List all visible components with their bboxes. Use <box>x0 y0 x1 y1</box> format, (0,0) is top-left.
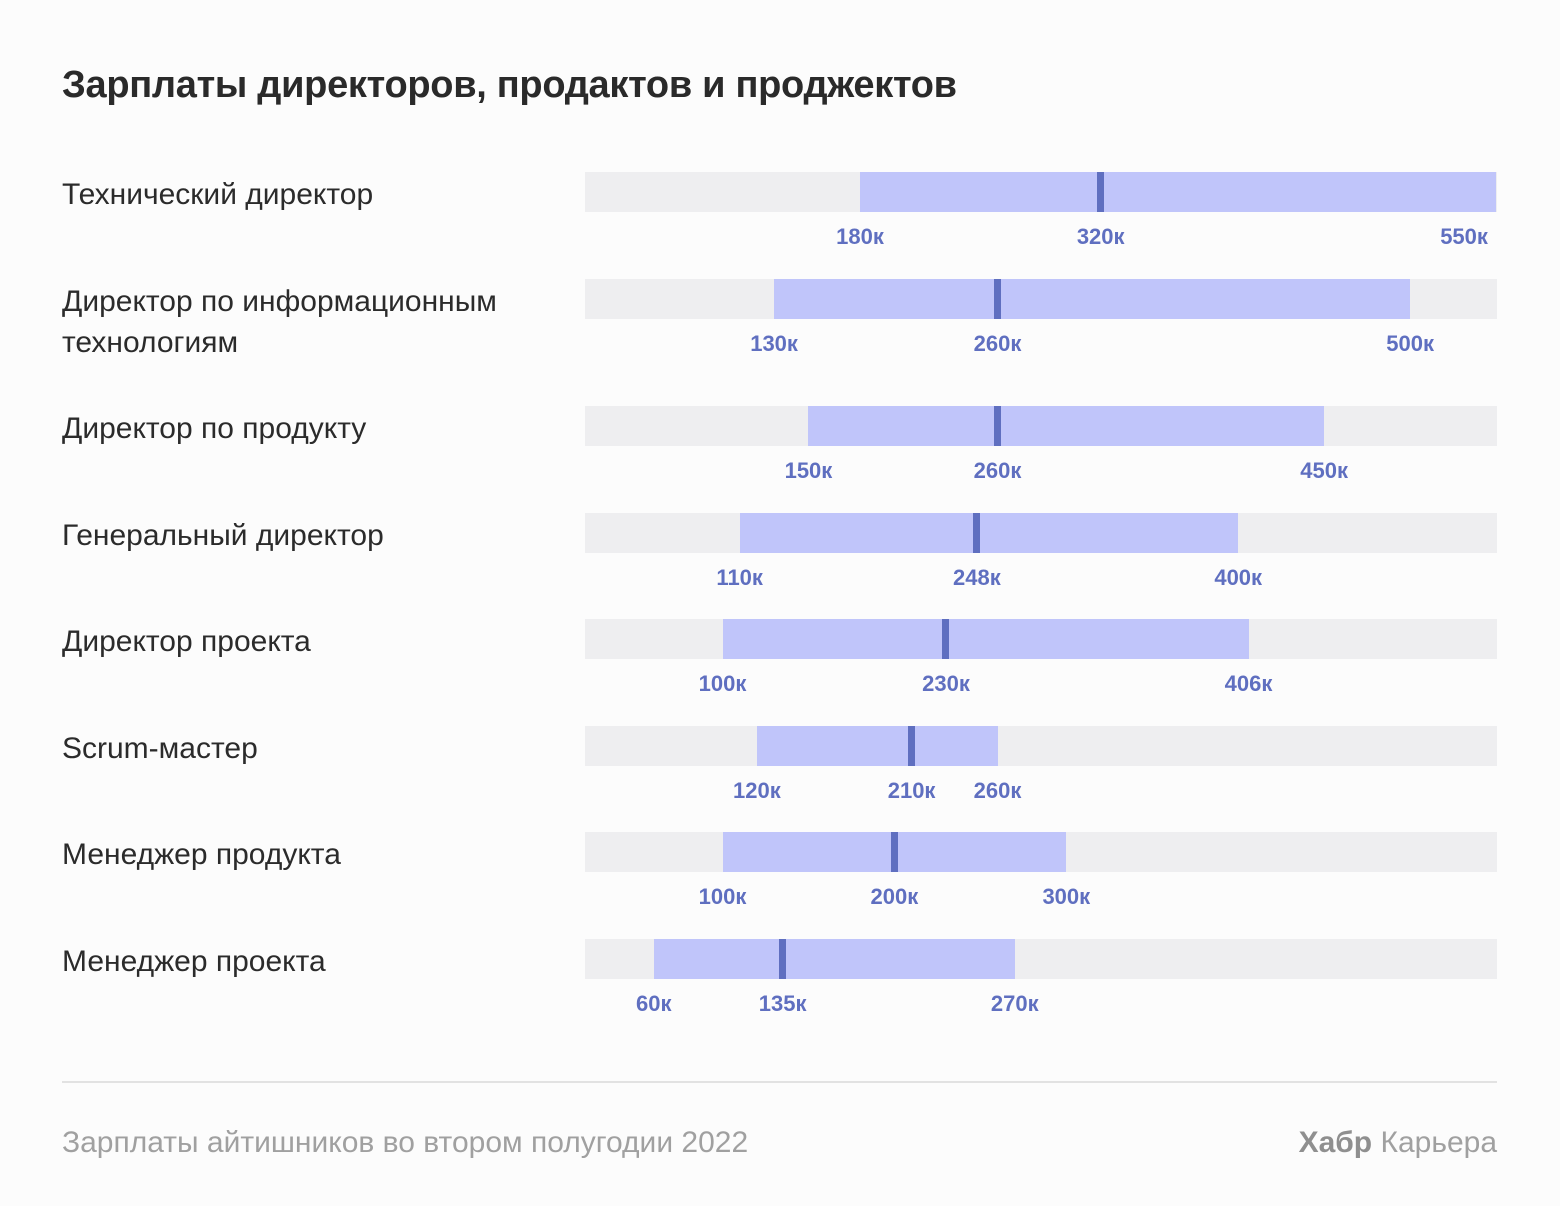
row-label: Технический директор <box>62 178 374 211</box>
max-label: 270к <box>990 991 1039 1016</box>
row-label: Менеджер проекта <box>62 945 326 978</box>
row-label: Директор по продукту <box>62 412 367 445</box>
median-marker <box>1097 172 1105 212</box>
max-label: 550к <box>1440 224 1488 249</box>
median-marker <box>908 726 916 766</box>
min-label: 100к <box>698 884 747 909</box>
median-label: 210к <box>887 778 936 803</box>
row-label: Директор проекта <box>62 625 311 658</box>
brand-rest: Карьера <box>1380 1126 1497 1159</box>
range-bar <box>808 406 1325 446</box>
max-label: 260к <box>973 778 1022 803</box>
min-label: 110к <box>716 565 763 590</box>
median-marker <box>779 939 787 979</box>
track <box>585 726 1497 766</box>
footer-divider <box>62 1081 1497 1083</box>
row-label: Генеральный директор <box>62 519 384 552</box>
row-label: Директор по информационным технологиям <box>62 285 497 359</box>
min-label: 180к <box>836 224 884 249</box>
median-label: 320к <box>1076 224 1125 249</box>
chart-title: Зарплаты директоров, продактов и проджек… <box>62 64 957 106</box>
range-bar <box>739 513 1239 553</box>
median-marker <box>973 513 981 553</box>
min-label: 130к <box>750 331 798 356</box>
min-label: 100к <box>698 671 747 696</box>
median-label: 260к <box>973 458 1022 483</box>
max-label: 400к <box>1214 565 1263 590</box>
median-label: 248к <box>953 565 1001 590</box>
median-marker <box>890 832 898 872</box>
row-label: Менеджер продукта <box>62 838 341 871</box>
median-label: 230к <box>922 671 970 696</box>
min-label: 60к <box>635 991 672 1016</box>
min-label: 120к <box>733 778 781 803</box>
median-marker <box>994 406 1002 446</box>
range-bar <box>722 619 1249 659</box>
brand-bold: Хабр <box>1298 1126 1373 1159</box>
max-label: 300к <box>1042 884 1091 909</box>
max-label: 500к <box>1386 331 1434 356</box>
median-marker <box>994 279 1002 319</box>
median-label: 200к <box>870 884 919 909</box>
min-label: 150к <box>784 458 833 483</box>
range-bar <box>774 279 1411 319</box>
row-label: Scrum-мастер <box>62 732 258 765</box>
median-label: 260к <box>973 331 1022 356</box>
range-bar <box>860 172 1497 212</box>
range-bar <box>756 726 998 766</box>
median-marker <box>942 619 950 659</box>
range-bar <box>653 939 1015 979</box>
median-label: 135к <box>758 991 807 1016</box>
max-label: 406к <box>1224 671 1273 696</box>
max-label: 450к <box>1300 458 1348 483</box>
brand-logo: Хабр Карьера <box>1299 1126 1497 1160</box>
source-note: Зарплаты айтишников во втором полугодии … <box>62 1126 749 1159</box>
